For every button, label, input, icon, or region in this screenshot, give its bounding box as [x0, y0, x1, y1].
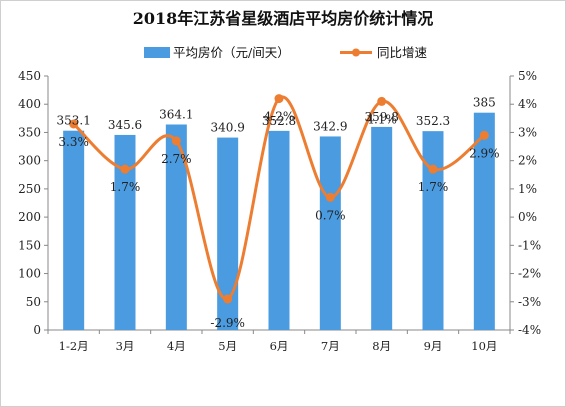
data-labels: 353.1 345.6 364.1 340.9 352.8 342.9 359.8 352.3…	[56, 96, 499, 330]
bar-value-label: 353.1	[56, 114, 90, 128]
y-left-tick-label: 150	[18, 238, 41, 252]
line-point	[325, 192, 335, 202]
y-left-tick-label: 350	[18, 125, 41, 139]
legend-line-marker	[352, 48, 360, 57]
line-point	[223, 294, 233, 304]
chart-title: 2018年江苏省星级酒店平均房价统计情况	[132, 9, 434, 28]
legend-line-label: 同比增速	[377, 45, 428, 60]
y-right-tick-label: -4%	[518, 323, 541, 337]
x-tick-label: 4月	[167, 339, 186, 353]
x-tick-label: 10月	[471, 339, 497, 353]
bar	[371, 126, 393, 330]
line-point	[69, 119, 79, 129]
y-right-tick-label: -3%	[518, 295, 541, 309]
bar-value-label: 359.8	[364, 110, 398, 124]
y-left-tick-label: 300	[18, 154, 41, 168]
bar-value-label: 342.9	[313, 119, 347, 133]
y-right-tick-label: 3%	[518, 125, 537, 139]
bar	[268, 130, 290, 330]
bar-value-label: 340.9	[210, 121, 244, 135]
legend: 平均房价（元/间天） 同比增速	[144, 45, 428, 60]
bar-value-label: 352.8	[262, 114, 296, 128]
x-tick-label: 8月	[372, 339, 391, 353]
y-right-tick-label: 5%	[518, 69, 537, 83]
y-right-tick-label: 0%	[518, 210, 537, 224]
y-left-tick-label: 250	[18, 182, 41, 196]
y-left-tick-label: 200	[18, 210, 41, 224]
x-tick-label: 7月	[321, 339, 340, 353]
growth-line	[72, 95, 486, 301]
x-tick-label: 5月	[218, 339, 237, 353]
bar-value-label: 385	[473, 96, 496, 110]
legend-bar-swatch	[144, 47, 170, 58]
y-right-tick-label: 1%	[518, 182, 537, 196]
line-value-label: 1.7%	[110, 180, 141, 194]
x-tick-label: 3月	[116, 339, 135, 353]
x-tick-label: 1-2月	[59, 339, 89, 353]
bar-value-label: 345.6	[108, 118, 142, 132]
line-point	[479, 130, 489, 140]
line-point	[428, 164, 438, 174]
x-tick-label: 6月	[270, 339, 289, 353]
legend-bar-label: 平均房价（元/间天）	[173, 45, 290, 60]
line-point	[120, 164, 130, 174]
axes: 0 50 100 150 200 250 300 350 400 450 -4% -3% -2% -1% 0…	[18, 69, 541, 353]
bar-value-label: 352.3	[416, 114, 450, 128]
bar	[217, 137, 239, 330]
line-series	[69, 94, 489, 304]
line-value-label: 2.9%	[469, 146, 500, 160]
line-point	[377, 96, 387, 106]
line-value-label: 3.3%	[58, 135, 89, 149]
y-right-tick-label: -2%	[518, 267, 541, 281]
y-left-tick-label: 100	[18, 267, 41, 281]
bar	[422, 131, 444, 330]
line-value-label: -2.9%	[210, 316, 245, 330]
line-value-label: 1.7%	[418, 180, 449, 194]
bar	[114, 134, 136, 330]
y-left-tick-label: 400	[18, 97, 41, 111]
bar	[473, 112, 495, 330]
bar	[319, 136, 341, 330]
line-value-label: 2.7%	[161, 152, 192, 166]
y-right-tick-label: 2%	[518, 154, 537, 168]
bar-value-label: 364.1	[159, 107, 193, 121]
line-value-label: 4.2%	[264, 110, 295, 124]
bar	[63, 130, 85, 330]
y-left-tick-label: 50	[26, 295, 41, 309]
y-left-tick-label: 450	[18, 69, 41, 83]
bar-series	[63, 112, 495, 330]
y-right-tick-label: -1%	[518, 238, 541, 252]
bar	[165, 124, 187, 330]
y-left-tick-label: 0	[33, 323, 41, 337]
y-right-tick-label: 4%	[518, 97, 537, 111]
line-point	[171, 136, 181, 146]
x-tick-label: 9月	[424, 339, 443, 353]
line-value-label: 4.1%	[366, 112, 397, 126]
line-point	[274, 94, 284, 104]
line-value-label: 0.7%	[315, 208, 346, 222]
